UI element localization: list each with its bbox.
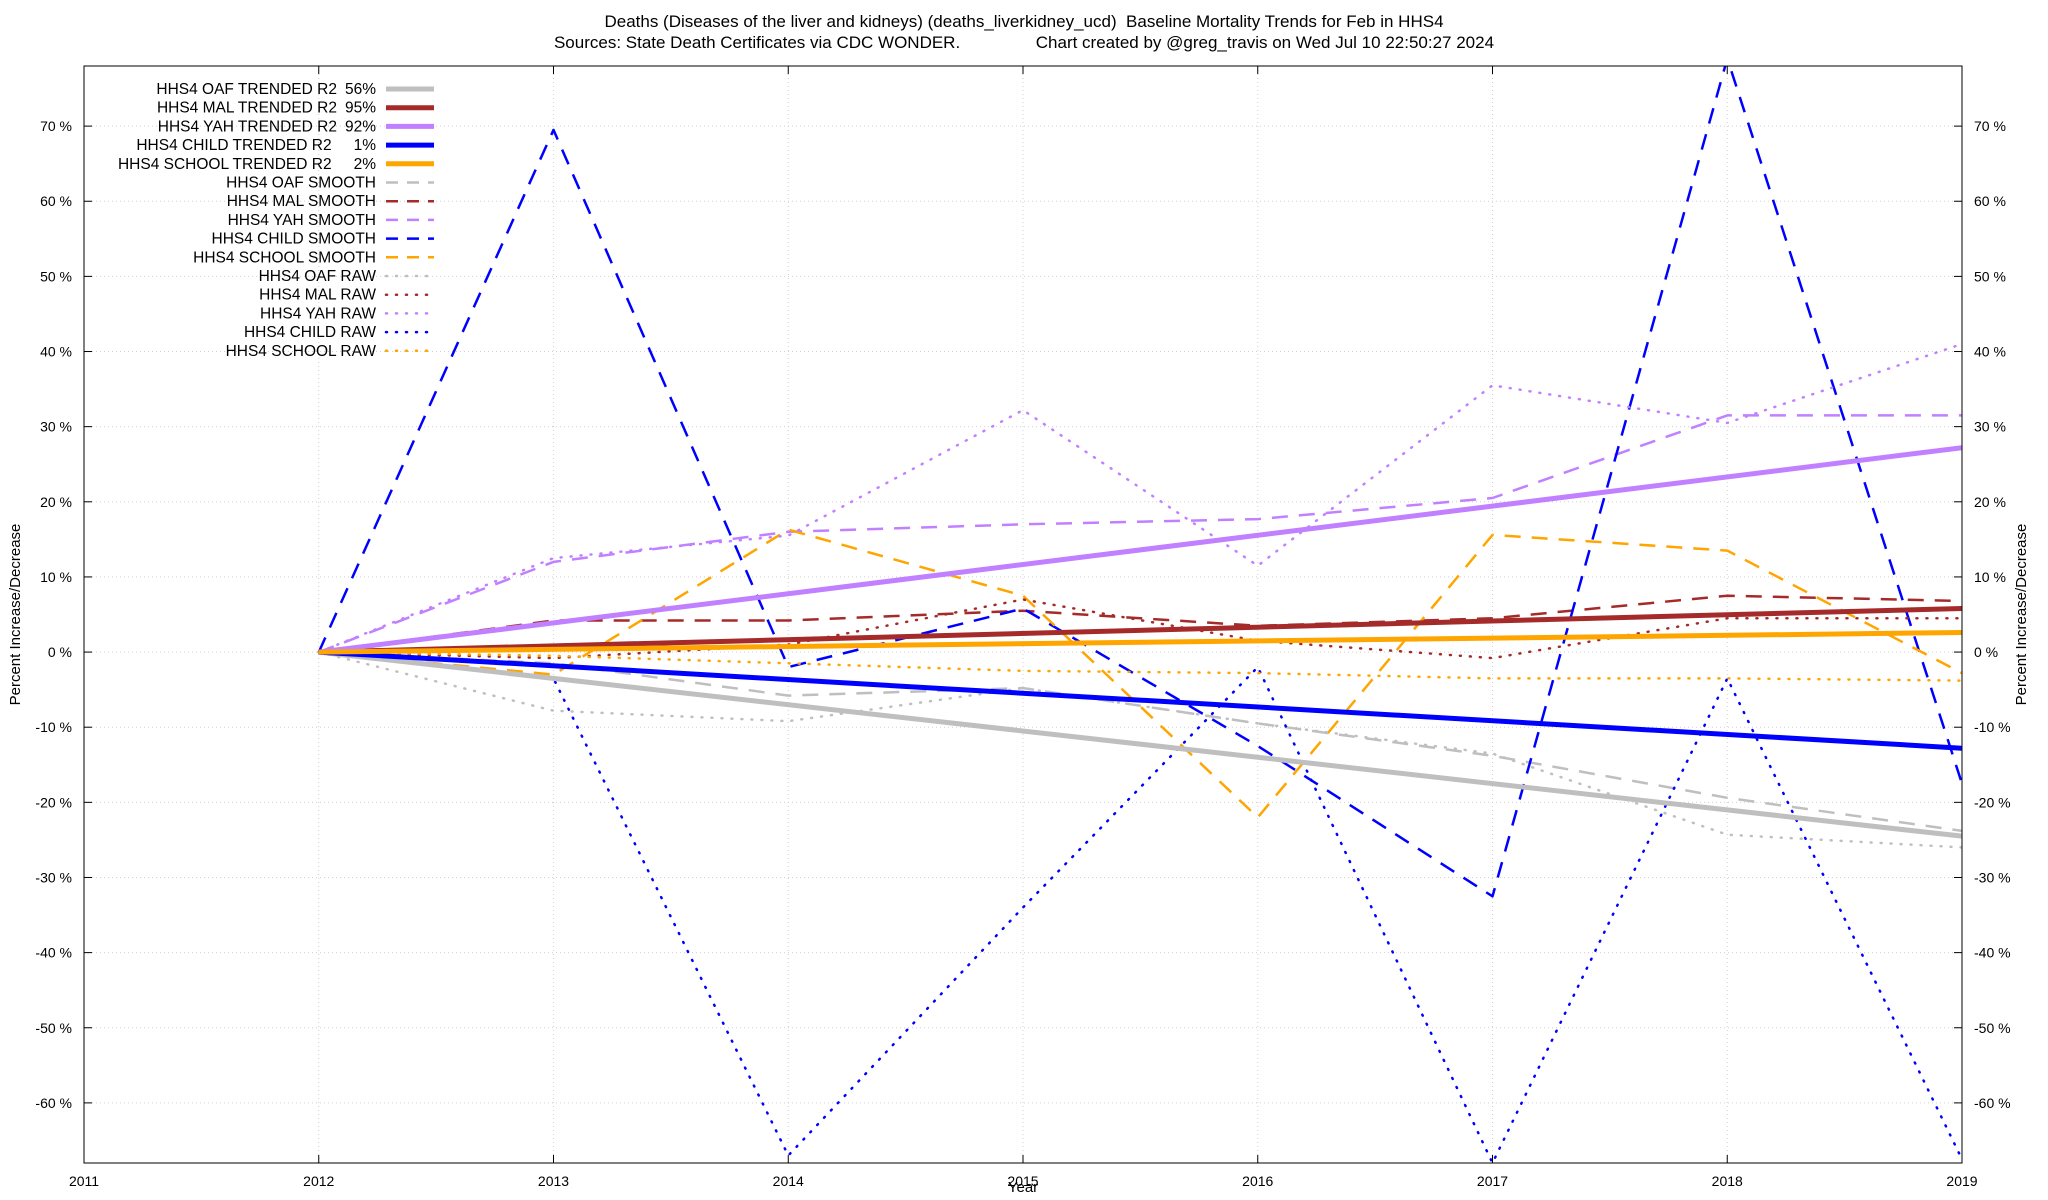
y-tick-label-right: -40 %	[1974, 945, 2011, 961]
legend-series-name: HHS4 YAH TRENDED R2	[158, 118, 337, 135]
y-tick-label-left: 0 %	[48, 644, 72, 660]
series-line-hhs4-mal-raw	[317, 598, 1962, 660]
legend-series-name: HHS4 MAL TRENDED R2	[157, 100, 337, 117]
y-tick-label-right: 10 %	[1974, 569, 2006, 585]
x-tick-label: 2014	[773, 1173, 804, 1189]
y-tick-label-right: -10 %	[1974, 719, 2011, 735]
series-line-hhs4-oaf-raw	[317, 650, 1962, 849]
y-tick-label-right: 20 %	[1974, 494, 2006, 510]
x-tick-label: 2015	[1007, 1173, 1038, 1189]
series-line-hhs4-yah-smooth	[318, 414, 1962, 654]
legend-r2-value: 2%	[354, 156, 377, 173]
series-line-hhs4-child-smooth	[317, 66, 1962, 898]
legend-label: HHS4 OAF SMOOTH	[226, 175, 376, 192]
legend-series-name: HHS4 OAF TRENDED R2	[156, 81, 337, 98]
y-tick-label-right: 0 %	[1974, 644, 1998, 660]
legend-label: HHS4 SCHOOL SMOOTH	[193, 249, 376, 266]
y-axis-label-left: Percent Increase/Decrease	[7, 524, 24, 706]
x-axis-label: Year	[1008, 1179, 1038, 1196]
legend-label: HHS4 YAH RAW	[260, 305, 376, 322]
x-tick-label: 2012	[303, 1173, 334, 1189]
legend-r2-value: 1%	[354, 137, 377, 154]
y-tick-label-left: 70 %	[40, 118, 72, 134]
series-line-hhs4-school-trended-r2	[318, 630, 1962, 655]
series-line-hhs4-child-trended-r2	[318, 649, 1962, 751]
y-tick-label-left: 30 %	[40, 419, 72, 435]
y-tick-label-right: -60 %	[1974, 1095, 2011, 1111]
series-line-hhs4-child-raw	[317, 650, 1962, 1163]
y-tick-label-right: 40 %	[1974, 344, 2006, 360]
y-tick-label-left: -30 %	[35, 869, 72, 885]
y-tick-label-right: -50 %	[1974, 1020, 2011, 1036]
x-tick-label: 2016	[1242, 1173, 1273, 1189]
x-tick-label: 2018	[1712, 1173, 1743, 1189]
y-tick-label-right: 30 %	[1974, 419, 2006, 435]
legend-r2-value: 92%	[345, 118, 376, 135]
legend-series-name: HHS4 CHILD TRENDED R2	[136, 137, 331, 154]
legend-label: HHS4 CHILD RAW	[244, 324, 376, 341]
legend-label: HHS4 SCHOOL RAW	[226, 343, 377, 360]
y-tick-label-left: -10 %	[35, 719, 72, 735]
axis-ticks: 2011 2012 2013 2014 2015 2016 2017 2018 2019 70 %…	[35, 66, 2011, 1189]
series-line-hhs4-school-smooth	[318, 528, 1962, 819]
legend-r2-value: 56%	[345, 81, 376, 98]
legend-label: HHS4 MAL RAW	[259, 287, 376, 304]
y-tick-label-right: 50 %	[1974, 268, 2006, 284]
x-tick-label: 2017	[1477, 1173, 1508, 1189]
legend-label: HHS4 CHILD TRENDED R2 1%	[136, 137, 376, 154]
series-lines	[317, 66, 1962, 1163]
series-line-hhs4-yah-trended-r2	[318, 445, 1962, 655]
legend-label: HHS4 YAH TRENDED R2 92%	[158, 118, 376, 135]
legend-label: HHS4 OAF TRENDED R2 56%	[156, 81, 376, 98]
chart-subtitle: Sources: State Death Certificates via CD…	[553, 33, 1495, 52]
legend-label: HHS4 MAL TRENDED R2 95%	[157, 100, 376, 117]
legend-label: HHS4 MAL SMOOTH	[227, 193, 376, 210]
y-tick-label-right: 70 %	[1974, 118, 2006, 134]
series-line-hhs4-school-raw	[317, 650, 1962, 682]
x-tick-label: 2019	[1946, 1173, 1977, 1189]
legend-series-name: HHS4 SCHOOL TRENDED R2	[118, 156, 332, 173]
chart-title: Deaths (Diseases of the liver and kidney…	[604, 12, 1444, 31]
x-tick-label: 2011	[69, 1173, 99, 1189]
y-tick-label-right: -30 %	[1974, 869, 2011, 885]
legend-label: HHS4 SCHOOL TRENDED R2 2%	[118, 156, 376, 173]
legend: HHS4 OAF TRENDED R2 56% HHS4 MAL TRENDED R…	[118, 81, 436, 360]
series-line-hhs4-oaf-trended-r2	[318, 649, 1962, 839]
y-tick-label-left: 60 %	[40, 193, 72, 209]
legend-label: HHS4 CHILD SMOOTH	[212, 231, 377, 248]
y-tick-label-left: -50 %	[35, 1020, 72, 1036]
y-axis-label-right: Percent Increase/Decrease	[2013, 524, 2030, 706]
y-tick-label-right: 60 %	[1974, 193, 2006, 209]
series-line-hhs4-mal-trended-r2	[318, 606, 1962, 655]
x-tick-label: 2013	[538, 1173, 569, 1189]
y-tick-label-left: 50 %	[40, 268, 72, 284]
y-tick-label-left: -20 %	[35, 794, 72, 810]
series-line-hhs4-yah-raw	[317, 342, 1962, 654]
y-tick-label-left: 10 %	[40, 569, 72, 585]
y-tick-label-right: -20 %	[1974, 794, 2011, 810]
legend-r2-value: 95%	[345, 100, 376, 117]
legend-label: HHS4 YAH SMOOTH	[228, 212, 376, 229]
y-tick-label-left: -60 %	[35, 1095, 72, 1111]
y-tick-label-left: 20 %	[40, 494, 72, 510]
y-tick-label-left: -40 %	[35, 945, 72, 961]
y-tick-label-left: 40 %	[40, 344, 72, 360]
legend-label: HHS4 OAF RAW	[259, 268, 377, 285]
